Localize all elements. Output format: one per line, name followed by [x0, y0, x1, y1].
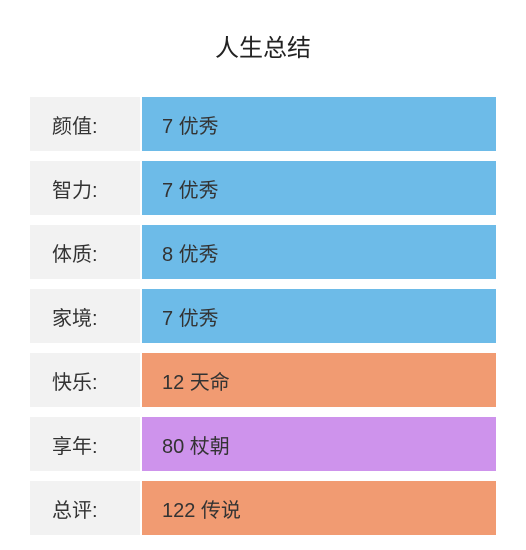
- row-label: 享年:: [30, 417, 142, 471]
- row-value: 7 优秀: [142, 161, 496, 215]
- row-value: 122 传说: [142, 481, 496, 535]
- summary-row: 智力: 7 优秀: [30, 161, 496, 215]
- page-title: 人生总结: [0, 0, 526, 97]
- row-label: 智力:: [30, 161, 142, 215]
- summary-row: 快乐: 12 天命: [30, 353, 496, 407]
- row-label: 颜值:: [30, 97, 142, 151]
- row-value: 7 优秀: [142, 289, 496, 343]
- row-value: 80 杖朝: [142, 417, 496, 471]
- row-value: 7 优秀: [142, 97, 496, 151]
- summary-row: 颜值: 7 优秀: [30, 97, 496, 151]
- summary-row: 总评: 122 传说: [30, 481, 496, 535]
- row-value: 12 天命: [142, 353, 496, 407]
- summary-row: 享年: 80 杖朝: [30, 417, 496, 471]
- row-label: 体质:: [30, 225, 142, 279]
- row-label: 家境:: [30, 289, 142, 343]
- row-value: 8 优秀: [142, 225, 496, 279]
- summary-row: 家境: 7 优秀: [30, 289, 496, 343]
- summary-rows: 颜值: 7 优秀 智力: 7 优秀 体质: 8 优秀 家境: 7 优秀 快乐: …: [0, 97, 526, 535]
- row-label: 快乐:: [30, 353, 142, 407]
- row-label: 总评:: [30, 481, 142, 535]
- summary-row: 体质: 8 优秀: [30, 225, 496, 279]
